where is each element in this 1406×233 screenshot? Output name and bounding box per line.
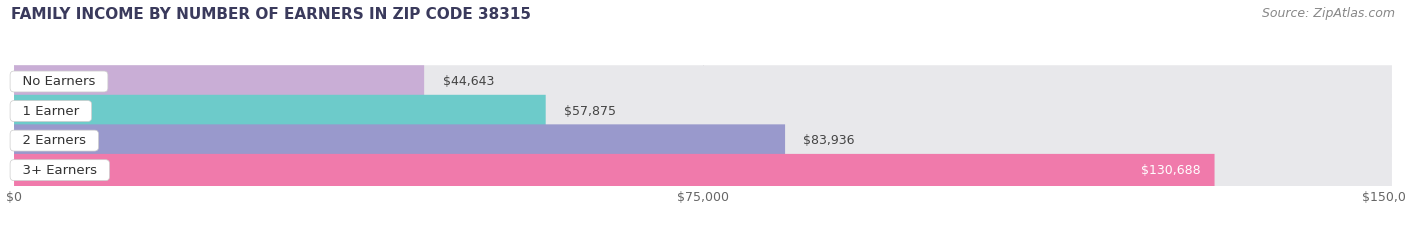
Text: $83,936: $83,936 — [803, 134, 855, 147]
Text: No Earners: No Earners — [14, 75, 104, 88]
Text: $130,688: $130,688 — [1142, 164, 1201, 177]
FancyBboxPatch shape — [14, 124, 1392, 157]
Text: $44,643: $44,643 — [443, 75, 494, 88]
Text: FAMILY INCOME BY NUMBER OF EARNERS IN ZIP CODE 38315: FAMILY INCOME BY NUMBER OF EARNERS IN ZI… — [11, 7, 531, 22]
FancyBboxPatch shape — [14, 65, 425, 98]
FancyBboxPatch shape — [14, 154, 1392, 186]
FancyBboxPatch shape — [14, 124, 785, 157]
FancyBboxPatch shape — [14, 65, 1392, 98]
Text: Source: ZipAtlas.com: Source: ZipAtlas.com — [1261, 7, 1395, 20]
FancyBboxPatch shape — [14, 95, 546, 127]
FancyBboxPatch shape — [14, 95, 1392, 127]
Text: $57,875: $57,875 — [564, 105, 616, 117]
Text: 1 Earner: 1 Earner — [14, 105, 87, 117]
Text: 3+ Earners: 3+ Earners — [14, 164, 105, 177]
Text: 2 Earners: 2 Earners — [14, 134, 94, 147]
FancyBboxPatch shape — [14, 154, 1215, 186]
